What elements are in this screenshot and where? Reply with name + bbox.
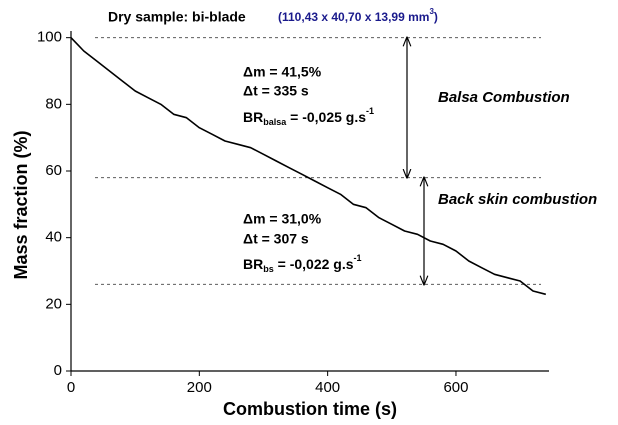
- subtitle-end: ): [434, 10, 438, 24]
- y-tick-label: 20: [45, 295, 62, 312]
- subtitle-text: (110,43 x 40,70 x 13,99 mm: [278, 10, 429, 24]
- phase-label: Back skin combustion: [438, 191, 597, 208]
- br-main: BR: [243, 109, 263, 125]
- y-tick-label: 40: [45, 229, 62, 246]
- burn-rate: BRbs = -0,022 g.s-1: [243, 253, 362, 274]
- chart-subtitle: (110,43 x 40,70 x 13,99 mm3): [278, 7, 438, 24]
- br-sup: -1: [366, 106, 374, 116]
- chart-title: Dry sample: bi-blade: [108, 9, 246, 25]
- y-tick-label: 80: [45, 95, 62, 112]
- delta-t: Δt = 335 s: [243, 83, 309, 99]
- data-line: [70, 37, 546, 296]
- delta-t: Δt = 307 s: [243, 231, 309, 247]
- br-sub: balsa: [263, 117, 287, 127]
- br-main: BR: [243, 256, 263, 272]
- y-axis-label: Mass fraction (%): [11, 130, 31, 279]
- br-rest: = -0,022 g.s: [274, 256, 354, 272]
- delta-m: Δm = 41,5%: [243, 64, 322, 80]
- x-tick-label: 400: [315, 379, 340, 396]
- subtitle-sup: 3: [429, 7, 434, 16]
- burn-rate: BRbalsa = -0,025 g.s-1: [243, 106, 374, 127]
- y-tick-label: 0: [54, 362, 62, 379]
- phase-label: Balsa Combustion: [438, 89, 570, 106]
- br-sub: bs: [263, 264, 274, 274]
- y-tick-label: 60: [45, 162, 62, 179]
- br-rest: = -0,025 g.s: [286, 109, 366, 125]
- y-tick-label: 100: [37, 29, 62, 46]
- x-tick-label: 200: [187, 379, 212, 396]
- x-axis-label: Combustion time (s): [223, 399, 397, 419]
- x-tick-label: 600: [443, 379, 468, 396]
- delta-m: Δm = 31,0%: [243, 211, 322, 227]
- x-tick-label: 0: [67, 379, 75, 396]
- br-sup: -1: [354, 253, 362, 263]
